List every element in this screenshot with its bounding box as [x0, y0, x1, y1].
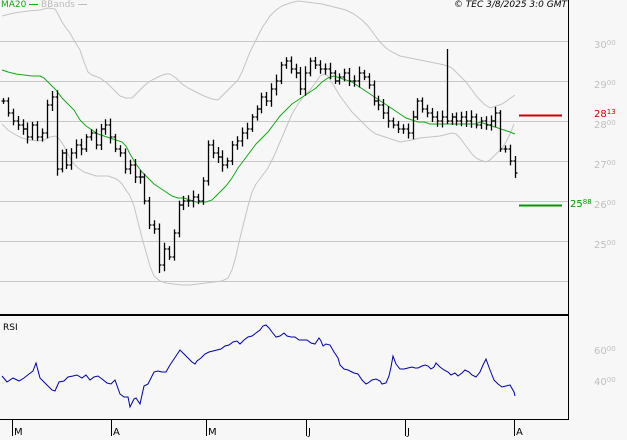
bollinger-lower — [1, 73, 515, 286]
y-tick-3000: 3000 — [594, 39, 616, 51]
rsi-tick-40: 4000 — [594, 376, 616, 388]
ohlc-bars — [1, 49, 518, 273]
x-tick-label: A — [516, 427, 523, 438]
rsi-line — [1, 324, 516, 409]
support-label: 2588 — [570, 198, 592, 210]
x-axis-ticks — [12, 420, 515, 436]
x-tick-label: J — [308, 427, 311, 438]
x-tick-label: M — [14, 427, 23, 438]
legend-ma20: MA20 — [1, 0, 39, 10]
resistance-label: 2813 — [594, 108, 616, 120]
rsi-tick-60: 6000 — [594, 345, 616, 357]
x-tick-label: A — [113, 427, 120, 438]
y-tick-2900: 2900 — [594, 79, 616, 91]
copyright-timestamp: © TEC 3/8/2025 3:0 GMT — [453, 0, 567, 10]
legend-bbands: BBands — [41, 0, 87, 10]
ma20-line — [1, 69, 516, 203]
x-tick-label: M — [208, 427, 217, 438]
y-tick-2600: 2600 — [594, 199, 616, 211]
y-tick-2800: 2800 — [594, 119, 616, 131]
y-tick-2500: 2500 — [594, 239, 616, 251]
x-tick-label: J — [407, 427, 410, 438]
price-gridlines — [0, 41, 568, 282]
y-tick-2700: 2700 — [594, 159, 616, 171]
rsi-panel-title: RSI — [3, 323, 18, 333]
bollinger-upper — [1, 0, 516, 109]
